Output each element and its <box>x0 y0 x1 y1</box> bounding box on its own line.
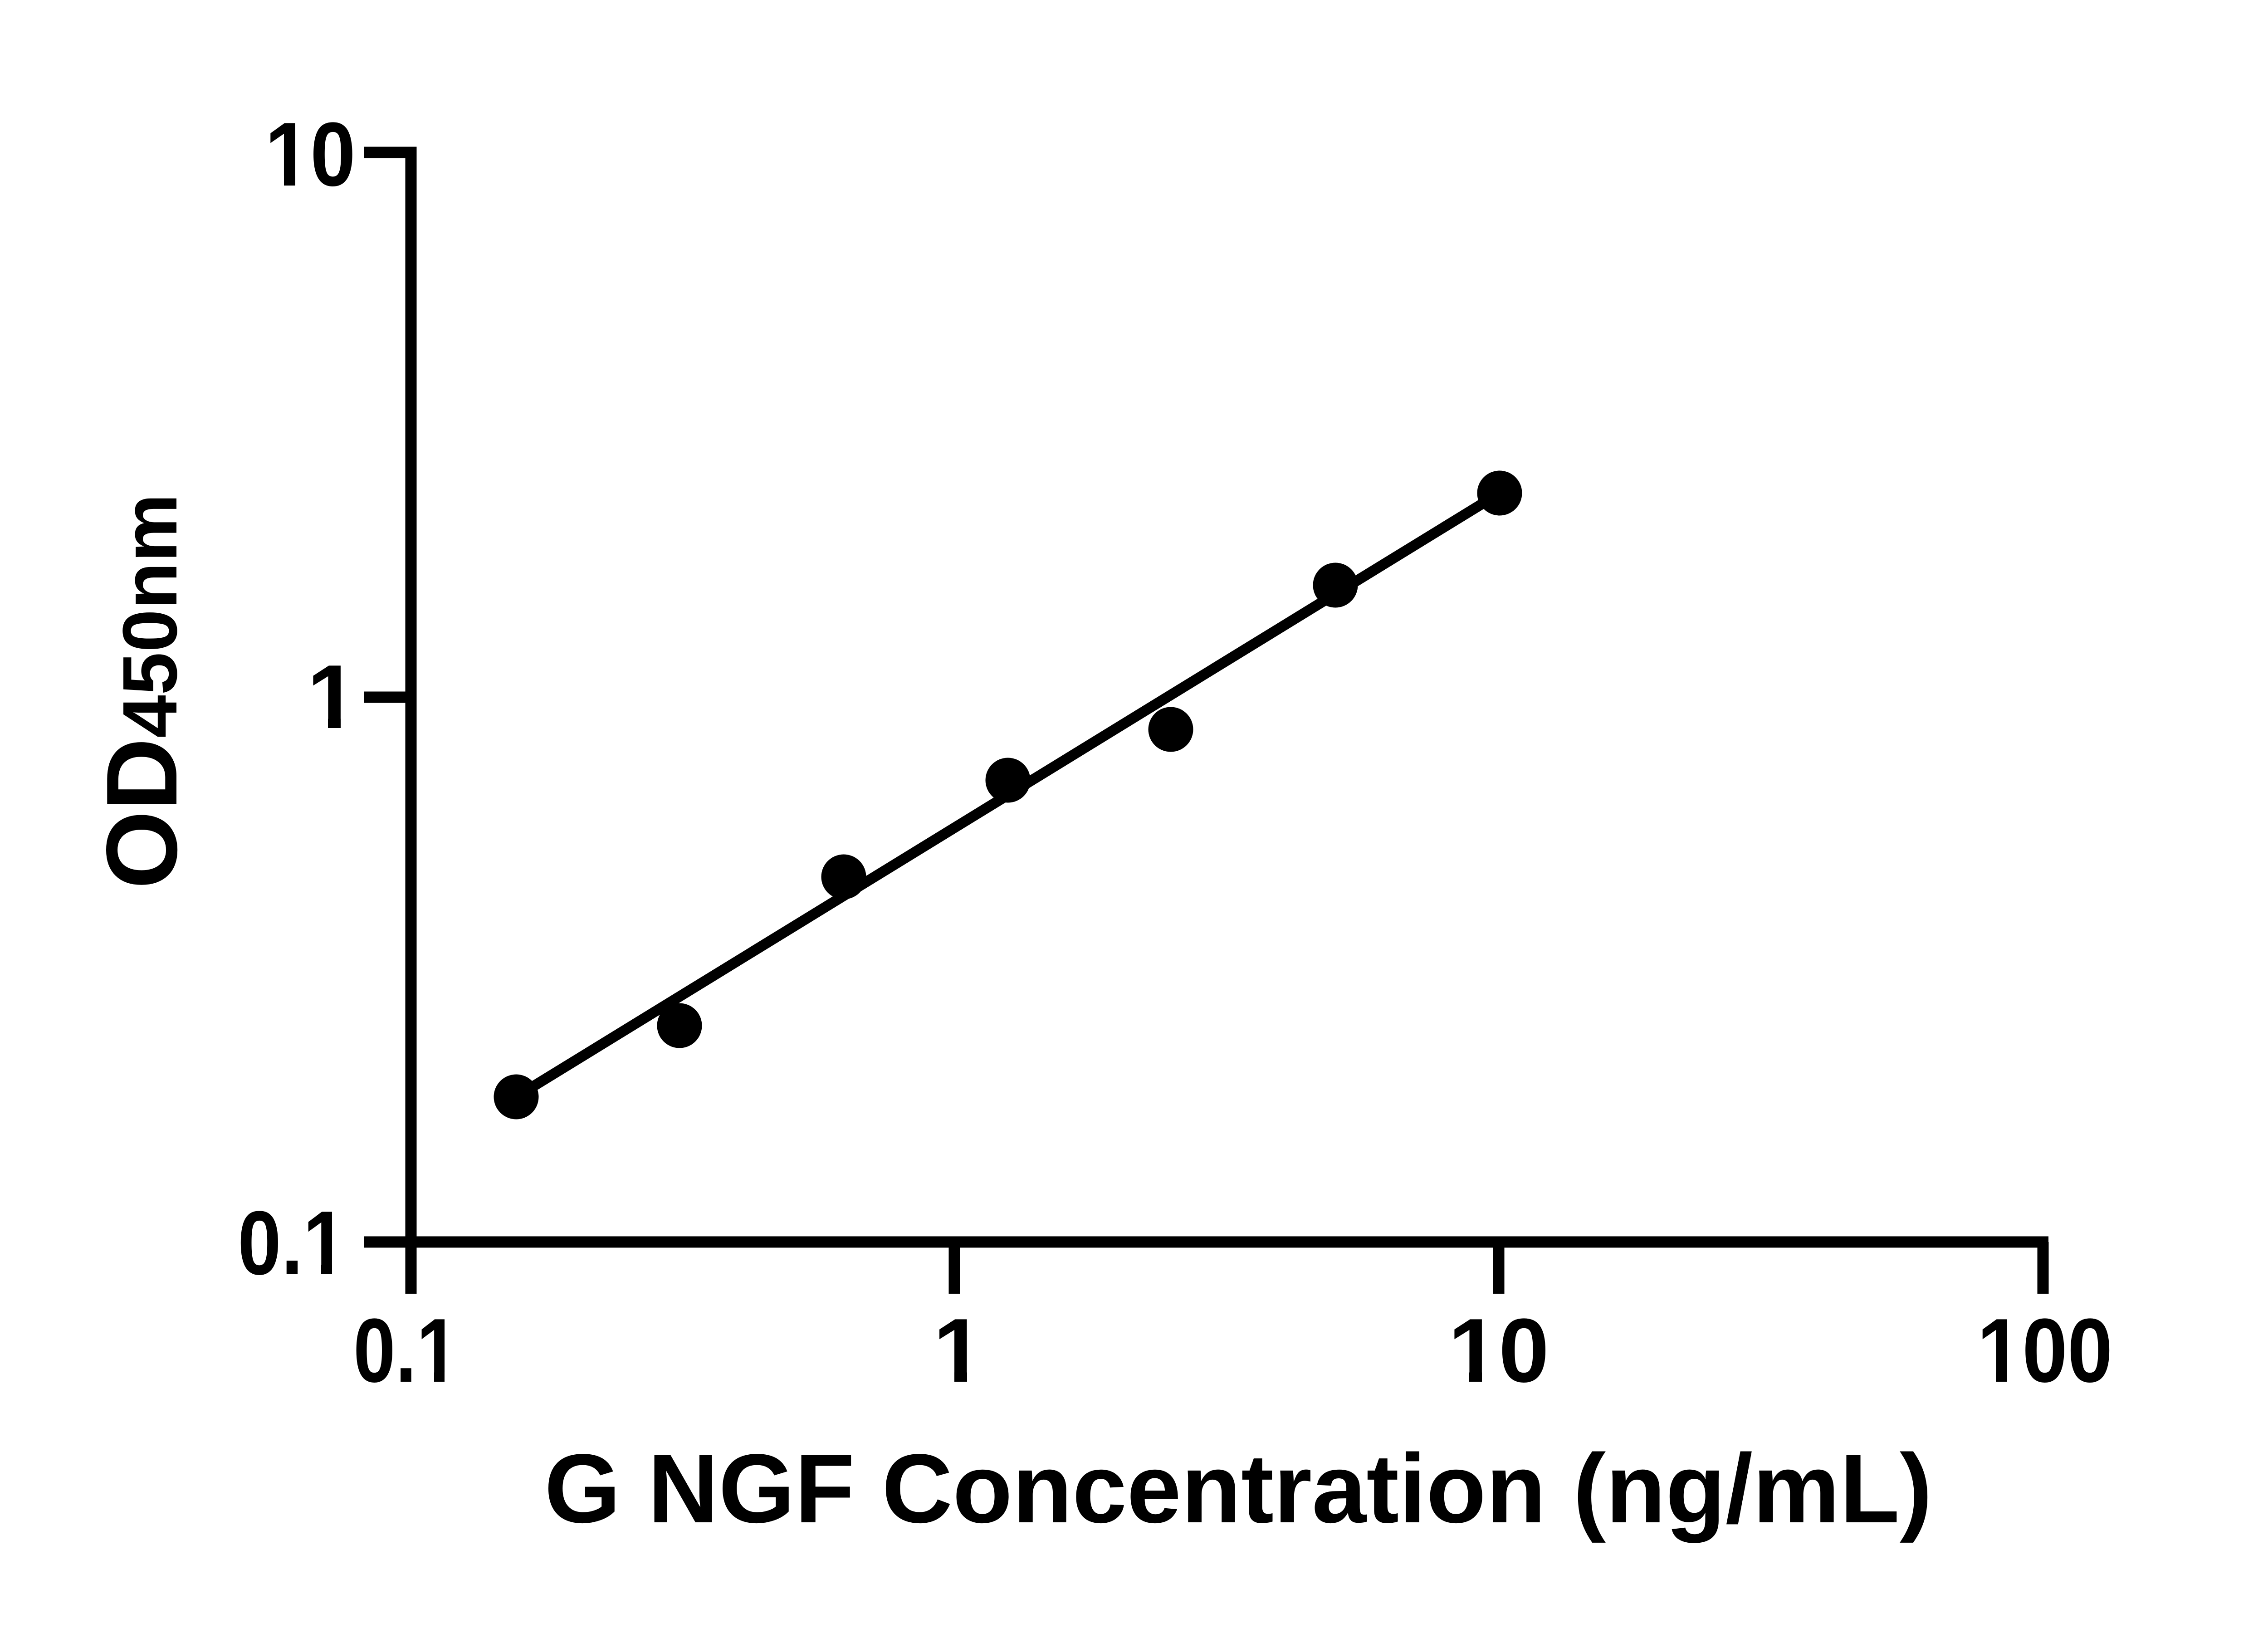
svg-text:1: 1 <box>307 646 357 748</box>
svg-text:1: 1 <box>933 1300 983 1401</box>
svg-text:10: 10 <box>1448 1300 1549 1401</box>
svg-text:0.1: 0.1 <box>238 1193 347 1294</box>
svg-text:G NGF Concentration (ng/mL): G NGF Concentration (ng/mL) <box>544 1433 1932 1543</box>
svg-text:OD450nm: OD450nm <box>86 494 198 889</box>
svg-text:10: 10 <box>265 104 356 205</box>
svg-text:0.1: 0.1 <box>353 1300 459 1401</box>
svg-text:100: 100 <box>1977 1300 2113 1401</box>
